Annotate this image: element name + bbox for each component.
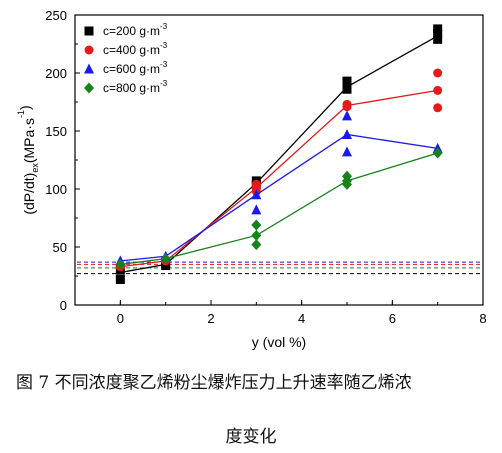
x-tick-label: 0 xyxy=(117,311,124,326)
data-point-triangle xyxy=(342,110,352,121)
data-point-circle xyxy=(251,179,261,189)
data-point-triangle xyxy=(342,128,352,139)
y-tick-label: 250 xyxy=(45,8,67,23)
legend-label-text: c=200 g·m xyxy=(103,24,160,38)
data-point-diamond xyxy=(160,253,171,265)
data-point-square xyxy=(433,29,443,39)
legend-label-sup: -3 xyxy=(160,22,168,31)
data-point-square xyxy=(342,76,352,86)
data-point-square xyxy=(433,34,443,44)
series-line-1 xyxy=(120,89,438,268)
y-axis-label-part: -1 xyxy=(16,110,26,118)
legend-label: c=600 g·m-3 xyxy=(103,60,168,76)
data-point-diamond xyxy=(432,147,443,159)
data-point-diamond xyxy=(251,239,262,251)
data-point-square xyxy=(433,24,443,34)
data-point-circle xyxy=(433,103,443,113)
x-tick-label: 8 xyxy=(479,311,486,326)
data-point-diamond xyxy=(251,219,262,231)
legend-marker-circle xyxy=(84,45,94,55)
y-axis-label-part: ) xyxy=(17,105,33,110)
legend-label-sup: -3 xyxy=(160,60,168,69)
y-tick-label: 100 xyxy=(45,182,67,197)
y-tick-label: 200 xyxy=(45,66,67,81)
x-tick-label: 2 xyxy=(207,311,214,326)
y-axis-label-part: (dP/dt) xyxy=(21,173,37,215)
legend-label-sup: -3 xyxy=(160,79,168,88)
data-point-square xyxy=(342,84,352,94)
x-axis-label: y (vol %) xyxy=(252,334,306,350)
caption-line-1: 图 7 不同浓度聚乙烯粉尘爆炸压力上升速率随乙烯浓 xyxy=(16,373,412,393)
legend-label-text: c=400 g·m xyxy=(103,43,160,57)
y-axis-label-part: (MPa·s xyxy=(21,118,37,163)
legend-label-text: c=600 g·m xyxy=(103,62,160,76)
legend-marker-diamond xyxy=(84,82,94,94)
y-axis-label-part: ex xyxy=(30,163,40,173)
chart: 0 2 4 6 8 0 50 100 150 200 250 y (vol %) (dP/dt)ex(M… xyxy=(16,8,487,350)
y-tick-label: 0 xyxy=(60,298,67,313)
legend-label: c=400 g·m-3 xyxy=(103,41,168,57)
legend-marker-triangle xyxy=(84,63,94,74)
x-tick-label: 4 xyxy=(298,311,305,326)
data-point-diamond xyxy=(251,229,262,241)
data-point-diamond xyxy=(115,258,126,270)
data-point-triangle xyxy=(251,189,262,200)
legend-label: c=800 g·m-3 xyxy=(103,79,168,95)
y-tick-label: 150 xyxy=(45,124,67,139)
series-line-2 xyxy=(120,133,438,262)
data-point-triangle xyxy=(251,204,262,215)
y-tick-label: 50 xyxy=(53,240,67,255)
data-point-circle xyxy=(433,68,443,78)
data-point-circle xyxy=(433,85,443,95)
data-point-diamond xyxy=(342,170,352,182)
series-line-3 xyxy=(120,152,438,266)
data-point-circle xyxy=(342,99,352,109)
series-line-0 xyxy=(120,35,438,274)
caption-line-2: 度变化 xyxy=(225,427,277,447)
data-point-square xyxy=(115,274,125,284)
legend-label: c=200 g·m-3 xyxy=(103,22,168,38)
data-point-triangle xyxy=(342,146,352,157)
legend-marker-square xyxy=(84,26,94,36)
x-tick-label: 6 xyxy=(389,311,396,326)
legend-label-text: c=800 g·m xyxy=(103,81,160,95)
y-axis-label: (dP/dt)ex(MPa·s-1) xyxy=(16,105,40,214)
legend-label-sup: -3 xyxy=(160,41,168,50)
